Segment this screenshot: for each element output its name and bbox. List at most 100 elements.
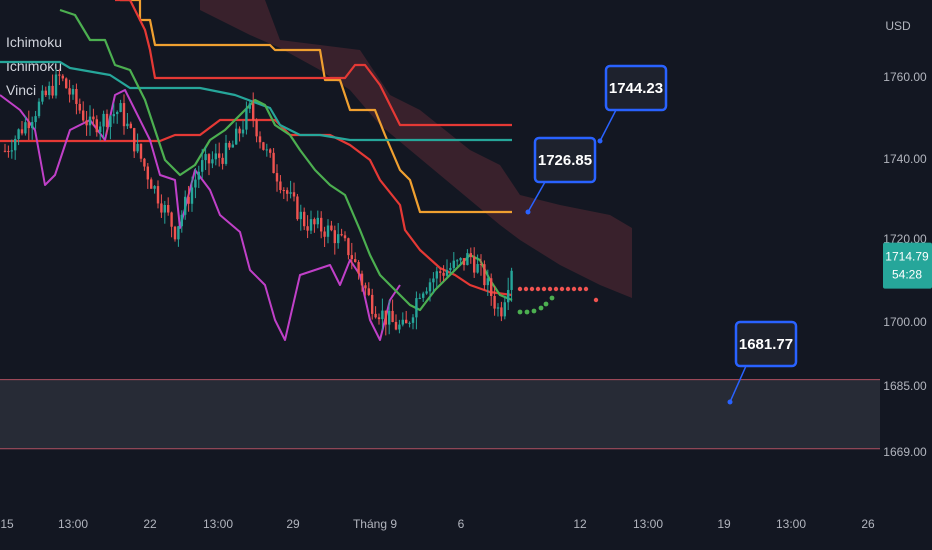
candle-body: [48, 85, 51, 96]
candle-body: [37, 101, 41, 117]
candle-body: [394, 321, 398, 330]
candle-body: [466, 253, 469, 266]
candle-body: [88, 116, 92, 126]
candle-body: [41, 90, 44, 102]
candle-body: [10, 150, 13, 152]
candle-body: [374, 313, 377, 318]
candle-body: [507, 289, 510, 303]
x-tick-label: 22: [143, 517, 157, 531]
callout-label: 1681.77: [739, 336, 793, 353]
y-tick-label: 1760.00: [883, 70, 927, 84]
x-tick-label: 13:00: [58, 517, 88, 531]
callout-anchor: [597, 138, 603, 144]
candle-body: [432, 278, 435, 283]
x-tick-label: 13:00: [203, 517, 233, 531]
projection-dot-red: [583, 286, 589, 292]
callout-pointer: [729, 365, 747, 403]
x-tick-label: 29: [286, 517, 300, 531]
candle-body: [20, 129, 24, 134]
callout-1744.23: 1744.23: [597, 64, 668, 144]
callout-1726.85: 1726.85: [525, 136, 597, 215]
price-callouts: 1744.23 1726.85 1681.77: [525, 64, 798, 405]
candle-body: [95, 119, 98, 133]
candle-body: [235, 128, 238, 145]
candle-body: [262, 142, 265, 150]
candle-body: [204, 154, 207, 161]
projection-dot-green: [549, 295, 555, 301]
candle-body: [357, 262, 360, 274]
candle-body: [503, 302, 506, 317]
candle-body: [241, 129, 245, 134]
projection-dot-red: [559, 286, 565, 292]
tenkan-red-line: [0, 118, 513, 297]
candle-body: [221, 157, 224, 164]
candle-body: [462, 258, 466, 266]
candle-body: [109, 116, 112, 128]
candle-body: [459, 258, 462, 261]
candle-body: [78, 103, 81, 111]
candle-body: [405, 319, 408, 324]
candle-body: [228, 142, 231, 148]
projection-dot-red: [535, 286, 541, 292]
projection-dot-red: [541, 286, 547, 292]
candle-body: [160, 203, 163, 213]
projection-dot-red: [553, 286, 559, 292]
price-axis: USD 1760.00 1740.00 1720.00 1700.00 1685.00 16…: [883, 19, 932, 459]
projection-dot-red: [577, 286, 583, 292]
last-price-value: 1714.79: [885, 250, 929, 264]
x-tick-label: 26: [861, 517, 875, 531]
candle-body: [92, 116, 95, 120]
candle-body: [44, 90, 47, 96]
candle-body: [326, 225, 330, 237]
candle-body: [303, 211, 306, 227]
candle-body: [360, 273, 364, 286]
tenkan-green-line: [59, 8, 513, 312]
candle-body: [343, 235, 347, 239]
candle-body: [313, 219, 316, 225]
callout-label: 1726.85: [538, 152, 592, 169]
support-zone: [0, 379, 880, 450]
candle-body: [163, 205, 166, 213]
candle-body: [238, 128, 241, 134]
candle-body: [371, 294, 374, 314]
candle-body: [316, 217, 319, 225]
candle-body: [435, 271, 438, 279]
projection-dot-red: [571, 286, 577, 292]
candle-body: [214, 153, 217, 160]
candle-body: [479, 264, 483, 266]
candle-body: [323, 231, 326, 237]
candle-body: [439, 271, 442, 273]
candle-body: [258, 136, 262, 143]
callout-anchor: [727, 399, 733, 405]
candle-body: [255, 120, 258, 137]
candle-body: [275, 173, 279, 182]
callout-1681.77: 1681.77: [727, 320, 798, 405]
candle-body: [286, 190, 289, 194]
candle-body: [75, 88, 78, 104]
candle-body: [112, 114, 115, 117]
candle-body: [476, 264, 479, 273]
candle-body: [170, 212, 173, 227]
candle-body: [292, 192, 296, 197]
candle-body: [146, 166, 149, 180]
candle-body: [167, 205, 170, 213]
legend-item-vinci[interactable]: Vinci: [6, 82, 37, 98]
candle-body: [27, 122, 30, 129]
bar-countdown: 54:28: [892, 268, 922, 282]
candle-body: [493, 296, 496, 309]
y-tick-label: 1669.00: [883, 445, 927, 459]
candle-body: [129, 123, 132, 129]
candle-body: [445, 270, 449, 276]
candle-body: [442, 272, 445, 276]
candle-body: [452, 260, 455, 268]
candle-body: [156, 186, 160, 204]
candle-body: [289, 192, 292, 194]
candle-body: [71, 88, 75, 95]
candle-body: [139, 143, 143, 159]
last-price-tag: [883, 242, 932, 289]
candle-body: [425, 291, 428, 294]
projection-dot-red: [523, 286, 529, 292]
legend-item-ichimoku-1[interactable]: Ichimoku: [6, 34, 63, 50]
candle-body: [354, 259, 357, 263]
